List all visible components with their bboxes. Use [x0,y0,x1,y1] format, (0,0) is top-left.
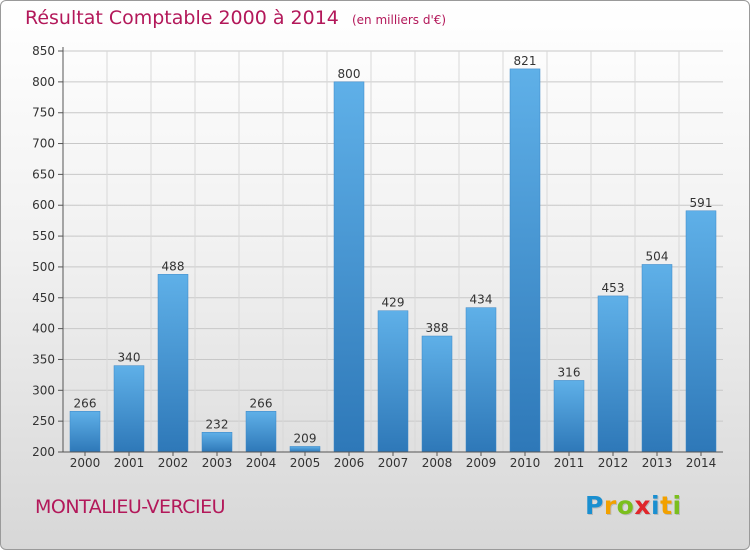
logo-letter: i [672,491,682,520]
x-tick-label: 2008 [422,456,453,470]
bar-value-label: 434 [470,293,493,307]
bar-2012 [597,295,629,453]
logo-letter: o [616,491,635,520]
y-tick-label: 750 [32,106,55,120]
y-tick-label: 650 [32,167,55,181]
bar-2000 [69,411,101,453]
bar-2013 [641,264,673,453]
y-tick-label: 450 [32,291,55,305]
chart-unit: (en milliers d'€) [351,13,447,27]
y-tick-label: 500 [32,260,55,274]
y-tick-label: 700 [32,137,55,151]
x-tick-label: 2010 [510,456,541,470]
title-row: Résultat Comptable 2000 à 2014 (en milli… [25,7,446,29]
logo-letter: i [651,491,661,520]
y-tick-label: 400 [32,322,55,336]
bar-value-label: 266 [74,396,97,410]
bar-2006 [333,81,365,453]
y-tick-label: 800 [32,75,55,89]
y-tick-label: 200 [32,445,55,459]
bar-2014 [685,210,717,453]
chart-title: Résultat Comptable 2000 à 2014 [25,7,339,29]
x-tick-label: 2011 [554,456,585,470]
x-tick-label: 2005 [290,456,321,470]
bar-2005 [289,446,321,453]
bar-value-label: 340 [118,351,141,365]
x-tick-label: 2014 [686,456,717,470]
logo-letter: r [603,491,617,520]
bar-2008 [421,335,453,453]
bar-value-label: 209 [294,431,317,445]
bar-2001 [113,365,145,453]
bar-2010 [509,68,541,453]
bar-layer [69,68,717,453]
bar-2003 [201,432,233,453]
bar-value-label: 800 [338,67,361,81]
bar-value-label: 429 [382,296,405,310]
y-tick-label: 550 [32,229,55,243]
x-tick-label: 2007 [378,456,409,470]
y-tick-label: 300 [32,383,55,397]
x-tick-label: 2013 [642,456,673,470]
y-tick-label: 250 [32,414,55,428]
y-tick-label: 600 [32,198,55,212]
bar-value-label: 316 [558,365,581,379]
bar-value-label: 232 [206,417,229,431]
label-layer: 266 340 488 232 266 209 800 429 388 434 821 316 453 5… [74,54,713,446]
x-tick-label: 2001 [114,456,145,470]
y-tick-label: 350 [32,352,55,366]
x-tick-label: 2003 [202,456,233,470]
axis-layer: 200 250 300 350 400 450 500 550 600 650 700 750 800 8… [32,44,723,470]
commune-name: MONTALIEU-VERCIEU [35,496,226,518]
proxiti-logo: Proxiti [585,491,682,520]
x-tick-label: 2009 [466,456,497,470]
bar-value-label: 504 [646,249,669,263]
bar-value-label: 388 [426,321,449,335]
bar-value-label: 266 [250,396,273,410]
x-tick-label: 2002 [158,456,189,470]
x-tick-label: 2004 [246,456,277,470]
bar-2009 [465,307,497,453]
bar-value-label: 488 [162,259,185,273]
logo-letter: t [660,491,673,520]
bar-2004 [245,411,277,453]
x-tick-label: 2000 [70,456,101,470]
bar-2002 [157,274,189,453]
y-tick-label: 850 [32,44,55,58]
x-tick-label: 2006 [334,456,365,470]
logo-letter: x [634,491,651,520]
bar-2011 [553,380,585,453]
bar-value-label: 591 [690,196,713,210]
bar-value-label: 821 [514,54,537,68]
bar-2007 [377,310,409,453]
x-tick-label: 2012 [598,456,629,470]
bar-value-label: 453 [602,281,625,295]
logo-letter: P [585,491,604,520]
